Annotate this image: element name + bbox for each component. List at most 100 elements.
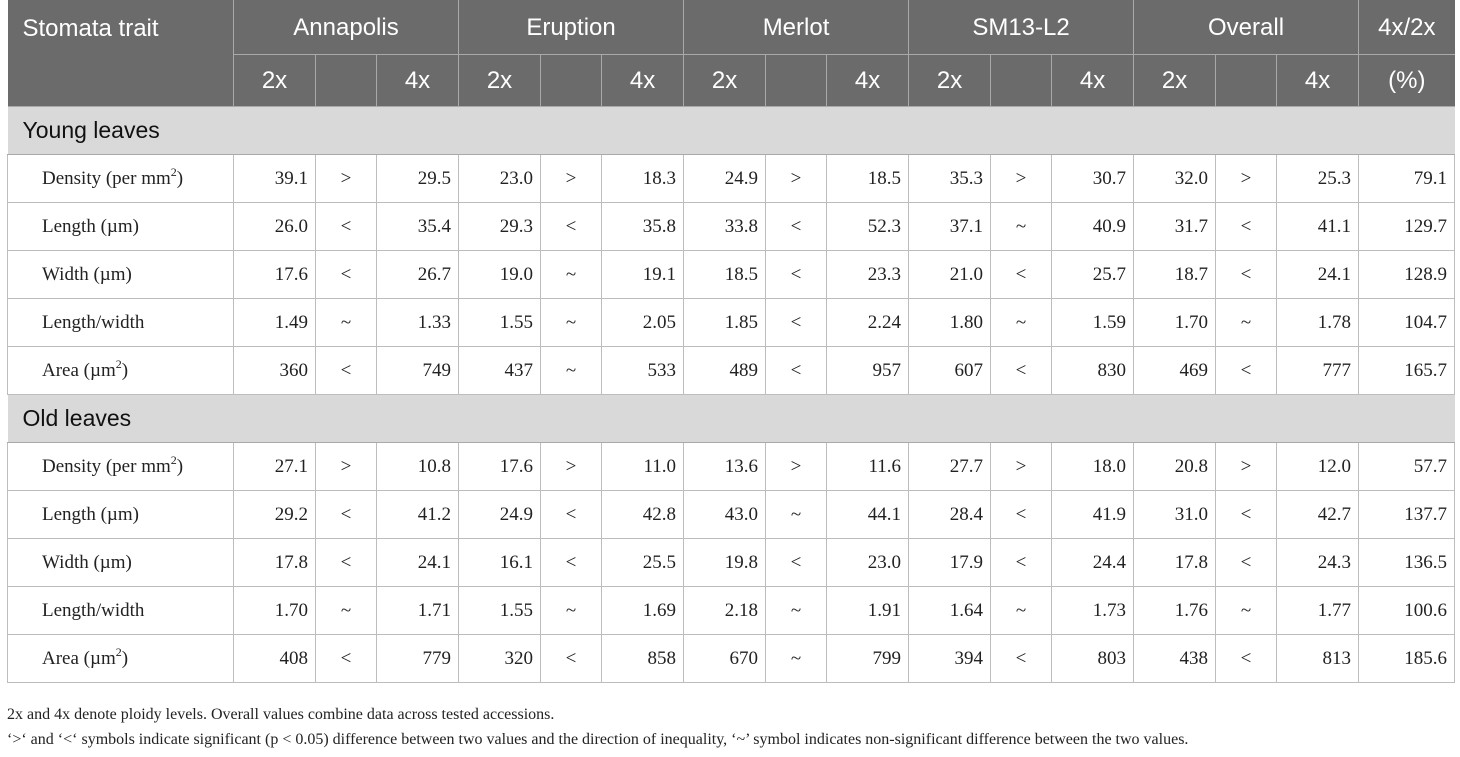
comparison-symbol: ~ <box>990 298 1053 347</box>
comparison-symbol: ~ <box>540 298 603 347</box>
value-cell: 813 <box>1276 634 1360 683</box>
trait-label: Length (µm) <box>42 215 139 237</box>
header-row-groups: Stomata trait Annapolis Eruption Merlot … <box>7 0 1455 107</box>
value-cell: 799 <box>826 634 910 683</box>
value-cell: 1.91 <box>826 586 910 635</box>
value-cell: 2.24 <box>826 298 910 347</box>
value-cell: 16.1 <box>458 538 542 587</box>
footnote-symbols: ‘>‘ and ‘<‘ symbols indicate significant… <box>7 731 1189 748</box>
section-row: Young leaves <box>7 106 1455 155</box>
header-4x: 4x <box>1276 54 1360 107</box>
value-cell: 40.9 <box>1051 202 1135 251</box>
value-cell: 23.3 <box>826 250 910 299</box>
value-cell: 24.9 <box>458 490 542 539</box>
header-ratio-unit: (%) <box>1358 54 1455 107</box>
trait-label: Length (µm) <box>42 503 139 525</box>
value-cell: 43.0 <box>683 490 767 539</box>
value-cell: 1.76 <box>1133 586 1217 635</box>
trait-name: Width (µm) <box>7 538 234 587</box>
header-4x: 4x <box>1051 54 1135 107</box>
comparison-symbol: ~ <box>540 346 603 395</box>
header-4x: 4x <box>601 54 685 107</box>
trait-unit-exponent: 2 <box>170 452 177 467</box>
value-cell: 489 <box>683 346 767 395</box>
trait-name: Density (per mm2) <box>7 442 234 491</box>
header-symbol-blank <box>1215 54 1278 107</box>
comparison-symbol: < <box>765 250 828 299</box>
value-cell: 607 <box>908 346 992 395</box>
comparison-symbol: < <box>1215 202 1278 251</box>
header-symbol-blank <box>315 54 377 107</box>
value-cell: 1.49 <box>233 298 316 347</box>
trait-label: Length/width <box>42 599 145 621</box>
value-cell: 1.73 <box>1051 586 1135 635</box>
table-row: Density (per mm2) 27.1 >10.8 17.6 >11.0 13.6 >… <box>7 442 1456 491</box>
ratio-cell: 165.7 <box>1358 346 1456 395</box>
comparison-symbol: ~ <box>1215 298 1278 347</box>
comparison-symbol: ~ <box>765 634 828 683</box>
comparison-symbol: < <box>540 538 603 587</box>
value-cell: 18.5 <box>826 154 910 203</box>
value-cell: 52.3 <box>826 202 910 251</box>
trait-name: Length/width <box>7 298 234 347</box>
comparison-symbol: < <box>1215 634 1278 683</box>
trait-label: Area (µm <box>42 647 116 669</box>
value-cell: 670 <box>683 634 767 683</box>
table-row: Area (µm2) 408 <779 320 <858 670 ~799 394 <803 43… <box>7 634 1456 683</box>
comparison-symbol: < <box>765 346 828 395</box>
value-cell: 394 <box>908 634 992 683</box>
value-cell: 42.8 <box>601 490 685 539</box>
value-cell: 858 <box>601 634 685 683</box>
comparison-symbol: > <box>990 154 1053 203</box>
value-cell: 1.64 <box>908 586 992 635</box>
trait-label-suffix: ) <box>176 167 184 189</box>
value-cell: 1.55 <box>458 586 542 635</box>
value-cell: 17.9 <box>908 538 992 587</box>
trait-name: Length (µm) <box>7 490 234 539</box>
value-cell: 29.5 <box>375 154 460 203</box>
value-cell: 37.1 <box>908 202 992 251</box>
trait-label-suffix: ) <box>121 359 129 381</box>
trait-label: Density (per mm <box>42 455 171 477</box>
header-merlot: Merlot <box>683 0 910 55</box>
value-cell: 25.5 <box>601 538 685 587</box>
footnote-ploidy: 2x and 4x denote ploidy levels. Overall … <box>7 706 555 723</box>
value-cell: 19.1 <box>601 250 685 299</box>
value-cell: 1.33 <box>375 298 460 347</box>
comparison-symbol: ~ <box>1215 586 1278 635</box>
trait-name: Density (per mm2) <box>7 154 234 203</box>
comparison-symbol: < <box>315 490 377 539</box>
comparison-symbol: ~ <box>540 586 603 635</box>
ratio-cell: 129.7 <box>1358 202 1456 251</box>
table-row: Area (µm2) 360 <749 437 ~533 489 <957 607 <830 46… <box>7 346 1456 395</box>
comparison-symbol: < <box>540 490 603 539</box>
table-body: Young leaves Density (per mm2) 39.1 >29.5 23… <box>7 106 1456 683</box>
value-cell: 19.0 <box>458 250 542 299</box>
value-cell: 41.9 <box>1051 490 1135 539</box>
value-cell: 18.3 <box>601 154 685 203</box>
section-title: Old leaves <box>7 394 1455 443</box>
value-cell: 17.8 <box>1133 538 1217 587</box>
value-cell: 779 <box>375 634 460 683</box>
trait-label: Width (µm) <box>42 263 132 285</box>
value-cell: 13.6 <box>683 442 767 491</box>
value-cell: 24.9 <box>683 154 767 203</box>
value-cell: 23.0 <box>826 538 910 587</box>
header-symbol-blank <box>990 54 1053 107</box>
value-cell: 1.55 <box>458 298 542 347</box>
value-cell: 12.0 <box>1276 442 1360 491</box>
comparison-symbol: < <box>1215 490 1278 539</box>
header-4x: 4x <box>826 54 910 107</box>
trait-unit-exponent: 2 <box>170 164 177 179</box>
value-cell: 17.6 <box>233 250 316 299</box>
comparison-symbol: < <box>1215 538 1278 587</box>
value-cell: 31.7 <box>1133 202 1217 251</box>
trait-name: Width (µm) <box>7 250 234 299</box>
value-cell: 39.1 <box>233 154 316 203</box>
comparison-symbol: ~ <box>315 586 377 635</box>
comparison-symbol: < <box>315 346 377 395</box>
value-cell: 11.0 <box>601 442 685 491</box>
value-cell: 830 <box>1051 346 1135 395</box>
comparison-symbol: < <box>1215 346 1278 395</box>
ratio-cell: 79.1 <box>1358 154 1456 203</box>
